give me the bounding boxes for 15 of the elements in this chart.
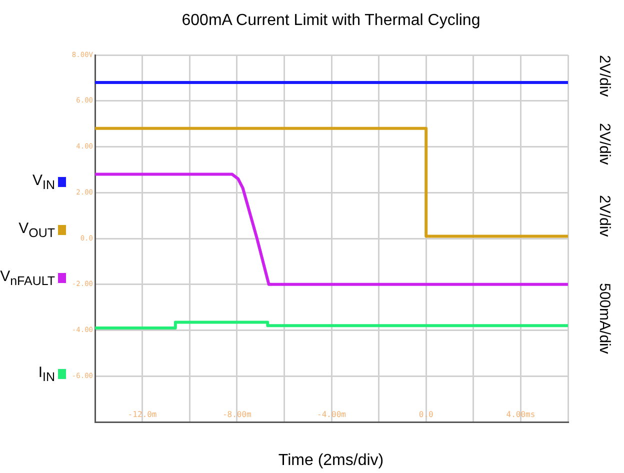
text: 2V/div (596, 123, 613, 165)
x-tick-label: -12.0m (128, 410, 157, 419)
legend-label: V$_{IN}$ (32, 172, 55, 192)
chart-title: 600mA Current Limit with Thermal Cycling (180, 12, 482, 30)
legend-label: V$_{nFAULT}$ (0, 268, 55, 288)
x-axis-title: Time (2ms/div) (277, 452, 385, 470)
x-tick-label: -4.00m (317, 410, 346, 419)
x-tick-label: 0.0 (418, 410, 434, 419)
legend-label: V$_{OUT}$ (18, 220, 55, 240)
text: 2V/div (596, 195, 613, 237)
legend-label: I$_{IN}$ (38, 364, 55, 384)
text: 2V/div (596, 55, 613, 97)
x-tick-label: 4.00ms (506, 410, 536, 419)
x-tick-label: -8.00m (222, 410, 252, 419)
text: 500mA/div (596, 283, 613, 354)
